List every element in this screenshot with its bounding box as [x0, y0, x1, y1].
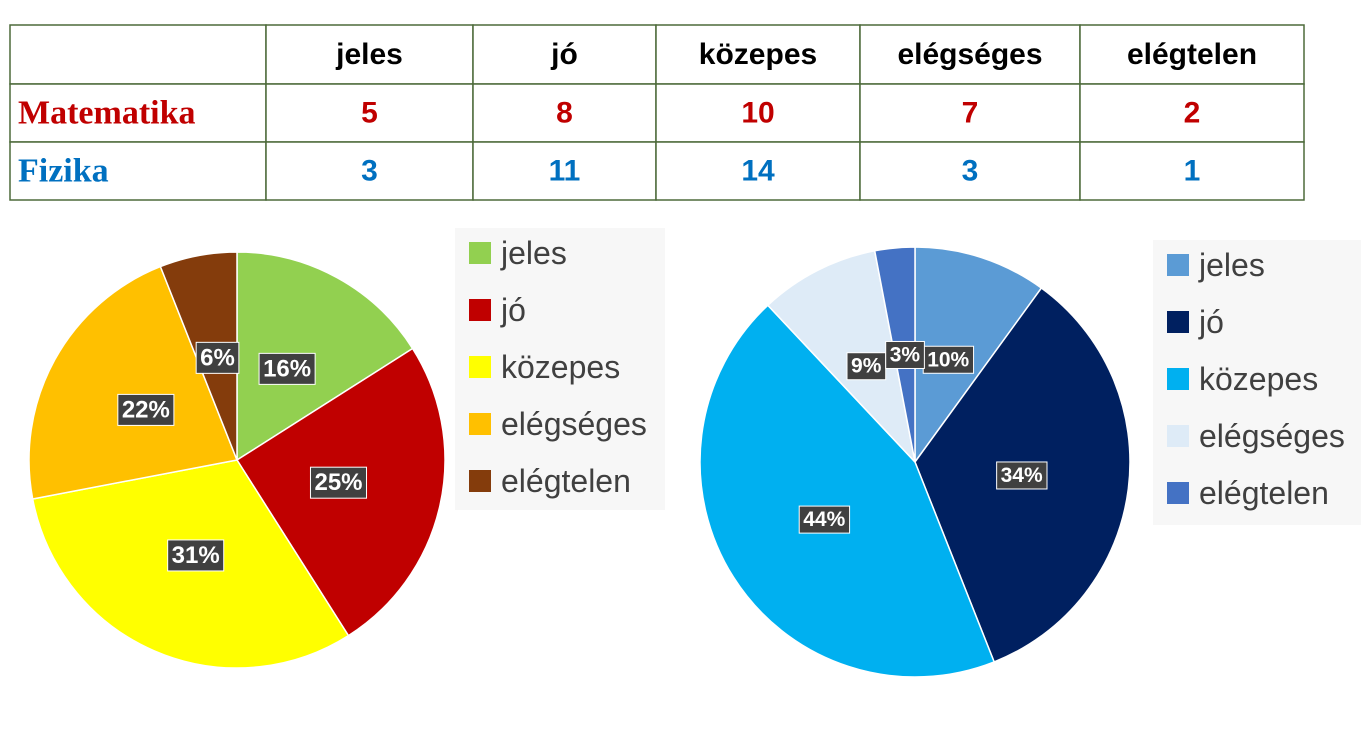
table-value: 10 — [741, 97, 774, 130]
column-header: közepes — [699, 38, 817, 71]
legend: jeles jó közepes elégséges elégtelen — [1153, 240, 1361, 525]
legend-swatch — [1167, 425, 1189, 447]
column-header: jó — [550, 38, 578, 71]
legend-swatch — [469, 299, 491, 321]
table-value: 7 — [962, 97, 979, 130]
pie-slice — [28, 265, 239, 500]
data-label: 25% — [314, 469, 362, 496]
data-label-box — [195, 341, 240, 374]
legend-label: elégséges — [1199, 418, 1345, 454]
legend-swatch — [469, 470, 491, 492]
table-value: 1 — [1184, 155, 1201, 188]
table-value: 3 — [361, 155, 378, 188]
data-label-box — [309, 466, 368, 499]
table: jeles jó közepes elégséges elégtelen Matemati… — [9, 24, 1305, 201]
data-label: 22% — [122, 396, 170, 423]
table-cell — [1079, 141, 1305, 201]
column-header: elégséges — [897, 38, 1042, 71]
table-cell — [472, 83, 657, 143]
legend-label: közepes — [501, 349, 620, 385]
data-label: 10% — [927, 348, 969, 371]
pie-slice — [914, 246, 1043, 465]
data-label: 9% — [851, 355, 882, 378]
legend-swatch — [469, 356, 491, 378]
legend-label: elégséges — [501, 406, 647, 442]
table-value: 5 — [361, 97, 378, 130]
table-cell — [472, 24, 657, 85]
table-cell — [472, 141, 657, 201]
data-label-box — [846, 352, 887, 381]
table-cell — [265, 24, 474, 85]
legend-label: jó — [1198, 304, 1224, 340]
legend-swatch — [469, 413, 491, 435]
data-label-box — [258, 352, 316, 385]
legend-swatch — [1167, 254, 1189, 276]
row-label: Matematika — [18, 95, 196, 132]
table-cell — [655, 24, 861, 85]
data-label: 16% — [263, 355, 311, 382]
data-label-box — [885, 340, 925, 369]
table-cell — [9, 24, 267, 85]
legend-label: elégtelen — [1199, 475, 1329, 511]
legend-label: jeles — [1198, 247, 1265, 283]
table-value: 11 — [549, 155, 581, 188]
column-header: jeles — [335, 38, 403, 71]
data-label: 34% — [1001, 464, 1043, 487]
legend-swatch — [1167, 482, 1189, 504]
table-cell — [1079, 83, 1305, 143]
pie-slice — [766, 249, 917, 465]
pie-slice — [699, 304, 996, 678]
legend-label: közepes — [1199, 361, 1318, 397]
table-cell — [9, 141, 267, 201]
data-label-box — [117, 393, 175, 426]
data-label: 6% — [200, 344, 235, 371]
legend-label: jó — [500, 292, 526, 328]
data-label-box — [167, 539, 225, 572]
data-label-box — [798, 505, 851, 534]
table-value: 8 — [556, 97, 573, 130]
data-label-box — [996, 461, 1048, 490]
pie-slice — [236, 251, 414, 462]
legend: jeles jó közepes elégséges elégtelen — [455, 228, 665, 510]
legend-label: jeles — [500, 235, 567, 271]
data-label: 3% — [890, 343, 921, 366]
data-label-box — [922, 345, 975, 374]
column-header: elégtelen — [1127, 38, 1257, 71]
table-value: 2 — [1184, 97, 1201, 130]
row-label: Fizika — [18, 153, 109, 190]
table-cell — [859, 24, 1081, 85]
table-cell — [859, 83, 1081, 143]
legend-swatch — [1167, 311, 1189, 333]
legend-swatch — [469, 242, 491, 264]
table-value: 3 — [962, 155, 979, 188]
table-cell — [859, 141, 1081, 201]
data-label: 44% — [803, 508, 845, 531]
pie-chart: 10% 34% 44% 9% 3% — [699, 246, 1131, 678]
legend-label: elégtelen — [501, 463, 631, 499]
table-cell — [265, 141, 474, 201]
table-value: 14 — [741, 155, 775, 188]
data-label: 31% — [172, 542, 220, 569]
table-cell — [9, 83, 267, 143]
legend-swatch — [1167, 368, 1189, 390]
pie-chart: 16% 25% 31% 22% 6% — [28, 251, 446, 669]
